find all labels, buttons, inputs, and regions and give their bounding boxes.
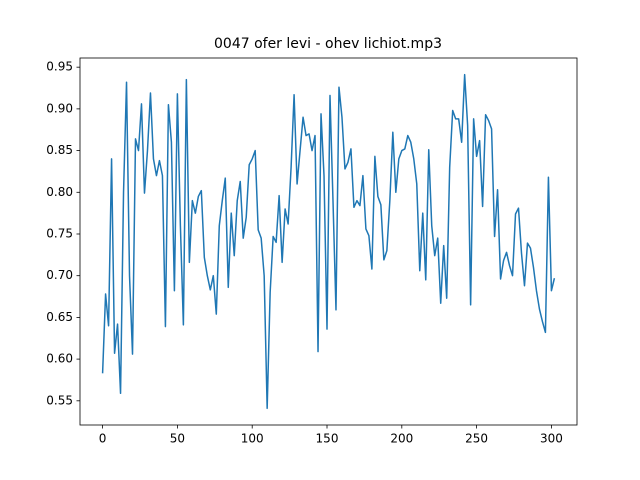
y-tick-label: 0.75: [46, 226, 73, 240]
y-tick-label: 0.90: [46, 101, 73, 115]
y-tick-label: 0.65: [46, 310, 73, 324]
y-tick-label: 0.85: [46, 143, 73, 157]
x-tick-label: 50: [170, 432, 185, 446]
x-tick-label: 150: [316, 432, 339, 446]
y-tick-label: 0.80: [46, 185, 73, 199]
data-line: [101, 73, 556, 410]
chart-title: 0047 ofer levi - ohev lichiot.mp3: [214, 36, 442, 52]
y-tick-label: 0.60: [46, 352, 73, 366]
y-tick-label: 0.95: [46, 60, 73, 74]
x-tick-label: 200: [390, 432, 413, 446]
x-tick-label: 100: [241, 432, 264, 446]
x-tick-label: 250: [465, 432, 488, 446]
y-tick-label: 0.70: [46, 268, 73, 282]
x-tick-label: 300: [540, 432, 563, 446]
y-tick-label: 0.55: [46, 393, 73, 407]
axes-frame: [79, 57, 578, 426]
x-tick-label: 0: [99, 432, 107, 446]
